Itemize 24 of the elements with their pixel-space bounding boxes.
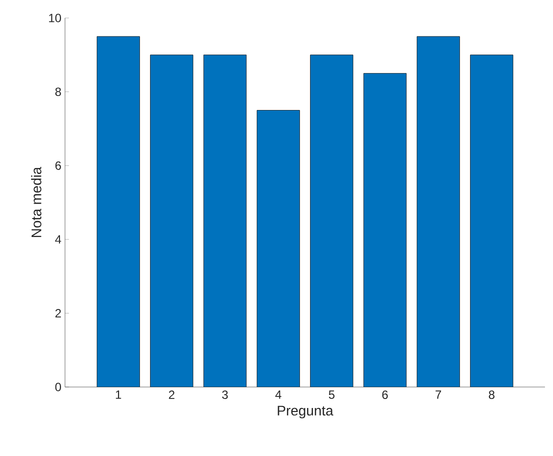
y-tick-label: 4: [55, 235, 62, 244]
bar: [256, 110, 300, 387]
bar: [470, 54, 514, 387]
y-tick-label: 0: [55, 382, 62, 392]
x-tick-label: 5: [328, 390, 334, 399]
x-tick-label: 8: [488, 390, 494, 399]
x-tick-label: 4: [275, 390, 282, 399]
y-tick-label: 8: [55, 88, 61, 96]
y-axis-title: Nota media: [31, 166, 42, 238]
bar: [150, 54, 194, 387]
x-tick-label: 7: [436, 390, 442, 399]
x-tick-label: 1: [116, 390, 122, 399]
x-tick-label: 2: [168, 390, 174, 399]
bar: [416, 36, 460, 387]
bar: [203, 54, 247, 387]
y-tick-label: 6: [55, 161, 61, 170]
bar: [96, 36, 140, 387]
x-tick-label: 3: [222, 390, 228, 399]
bar: [310, 54, 354, 387]
x-axis-title: Pregunta: [278, 406, 334, 418]
bar: [363, 73, 407, 387]
y-tick-label: 2: [55, 309, 61, 318]
x-tick-label: 6: [382, 390, 388, 399]
y-tick-label: 10: [49, 14, 62, 22]
